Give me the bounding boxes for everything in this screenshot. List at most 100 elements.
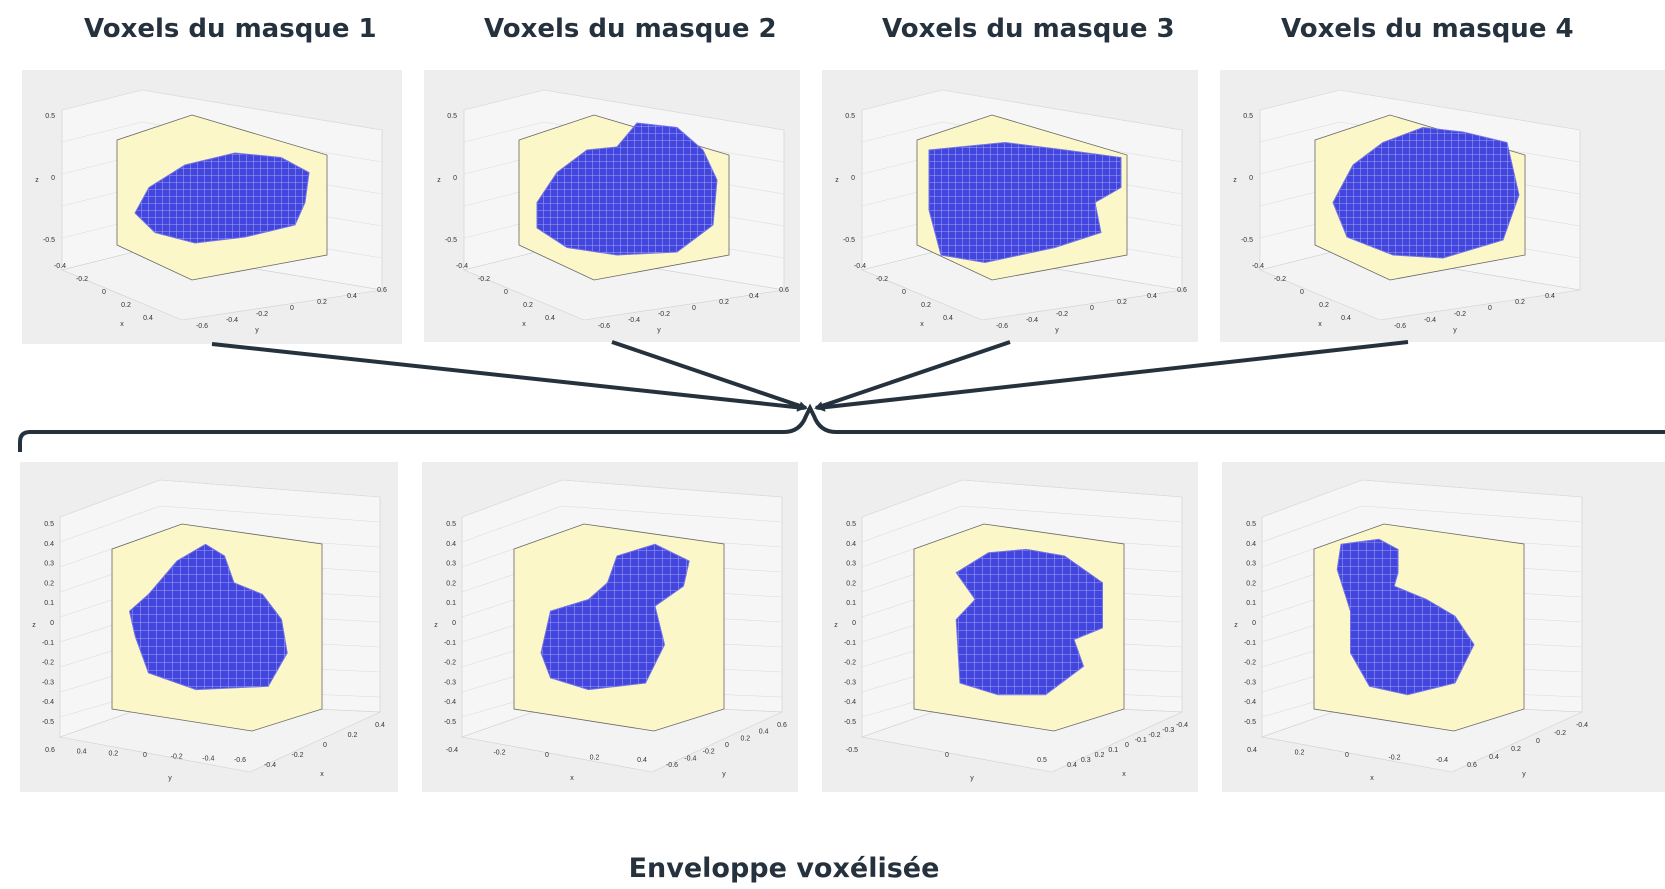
z-tick: 0 — [1249, 175, 1253, 182]
voxel-cloud — [134, 152, 310, 244]
left-axis-label: y — [168, 775, 172, 782]
z-tick: -0.4 — [1244, 699, 1256, 706]
left-axis-tick: -0.6 — [234, 757, 246, 764]
left-axis-tick: -0.2 — [493, 750, 505, 757]
x-tick: 0.4 — [545, 315, 555, 322]
right-axis-tick: 0.2 — [1511, 746, 1521, 753]
y-tick: 0.6 — [779, 287, 789, 294]
y-tick: 0.2 — [1117, 299, 1127, 306]
z-axis-label: z — [35, 177, 39, 184]
bottom-plot-svg: 0.5 0.4 0.3 0.2 0.1 0 -0.1 -0.2 -0.3 -0.4 -0.5 z 0.4… — [1234, 479, 1588, 782]
bottom-plot-3: 0.5 0.4 0.3 0.2 0.1 0 -0.1 -0.2 -0.3 -0.4 -0.5 z -0.… — [822, 462, 1198, 792]
z-tick: 0.2 — [846, 580, 856, 587]
x-tick: 0.2 — [121, 302, 131, 309]
z-tick: 0.3 — [446, 561, 456, 568]
z-tick: -0.2 — [844, 660, 856, 667]
left-axis-label: x — [1370, 775, 1374, 782]
top-plot-1: 0.5 0 -0.5 z -0.4 -0.2 0 0.2 0.4 x -0.6 -0.4 -0.2 0 0.… — [22, 70, 402, 344]
z-tick: -0.1 — [1244, 640, 1256, 647]
bottom-plot-svg: 0.5 0.4 0.3 0.2 0.1 0 -0.1 -0.2 -0.3 -0.4 -0.5 z -0.… — [434, 479, 787, 782]
z-tick: -0.5 — [42, 719, 54, 726]
z-tick: 0 — [851, 175, 855, 182]
left-axis-tick: 0 — [945, 752, 949, 759]
left-axis-tick: 0.4 — [637, 757, 647, 764]
right-axis-tick: -0.4 — [684, 755, 696, 762]
top-plot-svg: 0.5 0 -0.5 z -0.4 -0.2 0 0.2 0.4 x -0.6 -0.4 -0.2 0 0.… — [1233, 89, 1581, 334]
y-tick: 0.4 — [1545, 293, 1555, 300]
y-tick: -0.4 — [628, 317, 640, 324]
x-tick: -0.2 — [478, 276, 490, 283]
title-mask-4: Voxels du masque 4 — [1281, 14, 1574, 44]
z-tick: 0.1 — [846, 600, 856, 607]
z-tick: 0.3 — [1246, 561, 1256, 568]
title-mask-2: Voxels du masque 2 — [484, 14, 777, 44]
z-tick: -0.4 — [844, 699, 856, 706]
right-axis-label: x — [320, 771, 324, 778]
voxel-cloud — [928, 141, 1122, 264]
x-tick: 0.4 — [943, 315, 953, 322]
x-tick: 0 — [504, 289, 508, 296]
y-tick: -0.2 — [256, 311, 268, 318]
right-axis-tick: 0 — [1125, 742, 1129, 749]
bottom-plot-svg: 0.5 0.4 0.3 0.2 0.1 0 -0.1 -0.2 -0.3 -0.4 -0.5 z 0.6… — [32, 479, 385, 782]
z-tick: -0.5 — [1244, 719, 1256, 726]
z-axis-label: z — [32, 622, 36, 629]
left-axis-label: y — [970, 775, 974, 782]
right-axis-label: y — [1522, 771, 1526, 778]
right-axis-tick: 0.4 — [1067, 762, 1077, 769]
y-axis-label: y — [657, 327, 661, 334]
y-tick: -0.2 — [1056, 311, 1068, 318]
right-axis-tick: 0.2 — [740, 735, 750, 742]
z-tick: 0.4 — [446, 541, 456, 548]
z-tick: 0.2 — [1246, 580, 1256, 587]
x-tick: -0.4 — [1252, 263, 1264, 270]
right-axis-tick: -0.6 — [666, 762, 678, 769]
y-tick: 0.4 — [347, 293, 357, 300]
z-tick: -0.5 — [843, 237, 855, 244]
envelope-caption: Enveloppe voxélisée — [628, 853, 940, 884]
z-tick: 0 — [50, 620, 54, 627]
z-tick: 0.2 — [44, 580, 54, 587]
left-axis-tick: -0.4 — [202, 755, 214, 762]
x-tick: 0.2 — [523, 302, 533, 309]
z-tick: -0.1 — [444, 640, 456, 647]
y-tick: -0.4 — [1026, 317, 1038, 324]
z-tick: -0.3 — [1244, 679, 1256, 686]
x-tick: -0.4 — [854, 263, 866, 270]
z-tick: 0.5 — [446, 521, 456, 528]
z-tick: 0.4 — [44, 541, 54, 548]
left-axis-tick: 0.2 — [1295, 750, 1305, 757]
left-axis-tick: 0.4 — [1247, 747, 1257, 754]
voxel-cloud — [1336, 538, 1475, 696]
right-axis-label: x — [1122, 771, 1126, 778]
y-tick: -0.2 — [658, 311, 670, 318]
y-axis-label: y — [255, 327, 259, 334]
z-tick: 0.5 — [45, 113, 55, 120]
left-axis-tick: -0.2 — [171, 754, 183, 761]
y-tick: -0.2 — [1454, 311, 1466, 318]
voxel-cloud — [1332, 126, 1520, 259]
z-tick: 0.1 — [1246, 600, 1256, 607]
top-plot-svg: 0.5 0 -0.5 z -0.4 -0.2 0 0.2 0.4 x -0.6 -0.4 -0.2 0 0.… — [437, 89, 789, 334]
z-tick: 0.5 — [846, 521, 856, 528]
x-tick: 0 — [102, 289, 106, 296]
right-axis-tick: -0.4 — [264, 762, 276, 769]
right-axis-tick: -0.2 — [1554, 730, 1566, 737]
right-axis-tick: 0.3 — [1081, 757, 1091, 764]
right-axis-label: y — [722, 771, 726, 778]
right-axis-tick: 0.4 — [759, 729, 769, 736]
title-mask-1: Voxels du masque 1 — [84, 14, 377, 44]
left-axis-tick: 0 — [1345, 752, 1349, 759]
left-axis-label: x — [570, 775, 574, 782]
left-axis-tick: 0 — [143, 752, 147, 759]
z-tick: 0.5 — [1243, 113, 1253, 120]
z-tick: -0.3 — [844, 679, 856, 686]
z-axis-label: z — [834, 622, 838, 629]
z-axis-label: z — [434, 622, 438, 629]
x-axis-label: x — [920, 321, 924, 328]
z-tick: -0.5 — [445, 237, 457, 244]
z-axis-label: z — [437, 177, 441, 184]
right-axis-tick: 0.1 — [1108, 747, 1118, 754]
right-axis-tick: 0 — [323, 742, 327, 749]
